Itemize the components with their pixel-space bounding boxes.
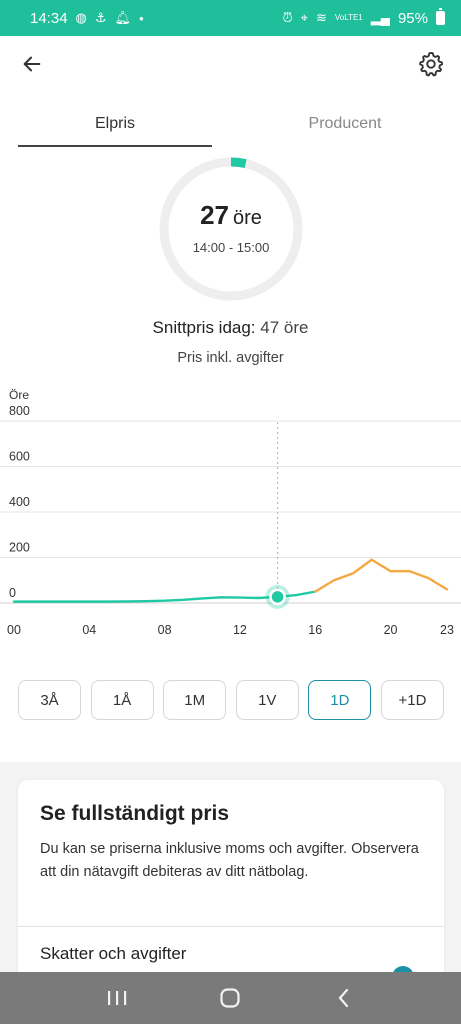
tab-producent[interactable]: Producent [308, 115, 382, 132]
range-button[interactable]: 1D [308, 680, 372, 720]
tab-bar: Elpris Producent [0, 100, 461, 150]
x-tick-label: 12 [233, 623, 247, 637]
alarm-icon: ⏰︎ [282, 10, 293, 25]
range-button[interactable]: 1Å [90, 680, 154, 720]
top-app-bar [0, 36, 461, 92]
full-price-card: Se fullständigt pris Du kan se priserna … [18, 780, 444, 972]
current-time-range: 14:00 - 15:00 [192, 240, 270, 255]
y-tick-label: 0 [9, 586, 16, 600]
y-tick-label: 800 [9, 404, 30, 418]
arrow-left-icon [23, 56, 41, 72]
globe-icon: ◍ [75, 10, 87, 25]
range-button[interactable]: 1V [235, 680, 299, 720]
home-icon [220, 988, 241, 1008]
signal-icon: ▂▄ [370, 10, 390, 25]
price-chart[interactable]: Öre 0 200 400 600 800 00 04 08 12 16 20 23 [0, 384, 461, 644]
range-selector: 3Å 1Å 1M 1V 1D +1D [18, 680, 444, 720]
system-nav-bar [0, 972, 461, 1024]
card-title: Se fullständigt pris [40, 802, 230, 825]
card-divider [18, 926, 444, 927]
network-label: VoLTE1 [334, 13, 363, 22]
taxes-toggle[interactable] [392, 966, 414, 972]
price-gauge [159, 157, 303, 301]
chevron-left-icon [338, 988, 349, 1008]
range-button[interactable]: +1D [380, 680, 444, 720]
gauge-fill-arc [230, 157, 247, 169]
x-tick-label: 16 [308, 623, 322, 637]
status-right: ⏰︎ ⌖ ≋ VoLTE1 ▂▄ 95% [282, 8, 445, 27]
x-tick-label: 04 [82, 623, 96, 637]
y-tick-label: 400 [9, 495, 30, 509]
bell-icon: 🔔︎ [114, 10, 132, 25]
home-button[interactable] [205, 978, 255, 1018]
y-axis-label: Öre [9, 388, 29, 402]
range-button[interactable]: 3Å [18, 680, 81, 720]
current-price-number: 27 [200, 200, 229, 230]
x-tick-label: 20 [384, 623, 398, 637]
price-line-past [12, 590, 317, 603]
anchor-icon: ⚓ [94, 10, 107, 25]
price-incl-fees-label: Pris inkl. avgifter [177, 350, 284, 366]
taxes-and-fees-label: Skatter och avgifter [40, 944, 187, 963]
average-price-label: Snittpris idag: [152, 318, 256, 337]
battery-icon [436, 8, 445, 25]
settings-button[interactable] [413, 48, 449, 80]
x-tick-label: 08 [158, 623, 172, 637]
x-tick-label: 00 [7, 623, 21, 637]
status-left: 14:34 ◍ ⚓ 🔔︎ • [30, 10, 144, 27]
current-point-marker [269, 588, 286, 606]
tab-indicator [18, 145, 212, 147]
average-price: Snittpris idag: 47 öre [0, 318, 461, 338]
current-price: 27 öre [158, 200, 304, 231]
tab-elpris[interactable]: Elpris [94, 115, 135, 132]
gear-icon [419, 51, 444, 77]
y-tick-label: 200 [9, 541, 30, 555]
battery-percent: 95% [397, 9, 428, 27]
wifi-icon: ≋ [315, 10, 327, 25]
card-body: Du kan se priserna inklusive moms och av… [40, 841, 419, 880]
recent-apps-icon [107, 991, 127, 1005]
x-tick-label: 23 [440, 623, 454, 637]
dot-icon: • [139, 10, 144, 26]
average-price-value: 47 öre [260, 318, 309, 337]
range-button[interactable]: 1M [163, 680, 227, 720]
back-button[interactable] [14, 48, 50, 80]
y-tick-label: 600 [9, 450, 30, 464]
recent-apps-button[interactable] [92, 978, 142, 1018]
location-icon: ⌖ [300, 10, 308, 25]
status-time: 14:34 [30, 9, 68, 27]
price-line-future [314, 558, 449, 593]
back-nav-button[interactable] [319, 978, 369, 1018]
current-price-unit: öre [233, 207, 262, 229]
status-bar: 14:34 ◍ ⚓ 🔔︎ • ⏰︎ ⌖ ≋ VoLTE1 ▂▄ 95% [0, 0, 461, 36]
